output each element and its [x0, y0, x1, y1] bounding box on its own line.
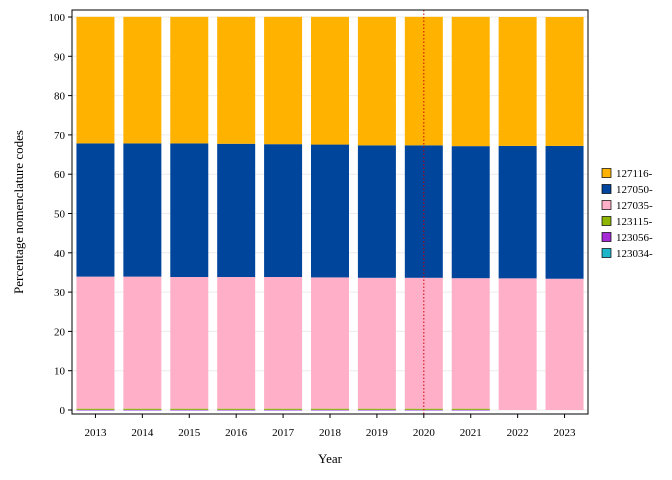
bar-segment [357, 408, 396, 410]
bar-segment [451, 146, 490, 279]
legend-swatch [601, 232, 612, 242]
y-tick-label: 60 [54, 169, 66, 181]
bar-segment [451, 408, 490, 410]
x-tick-label: 2016 [225, 427, 248, 439]
bar-segment [264, 16, 303, 145]
bar-segment [170, 408, 209, 410]
bar-segment [76, 16, 115, 144]
legend-swatch [601, 200, 612, 210]
x-tick-label: 2021 [460, 427, 482, 439]
bar-segment [311, 144, 349, 278]
bar-segment [264, 409, 303, 411]
x-tick-label: 2020 [413, 427, 436, 439]
bar-segment [123, 276, 162, 409]
y-tick-label: 90 [54, 51, 66, 63]
legend-swatch [601, 184, 612, 194]
bar-segment [123, 408, 162, 410]
legend-label: 127035- [616, 200, 653, 212]
bar-segment [170, 143, 209, 278]
bar-segment [217, 143, 256, 278]
bar-segment [545, 145, 584, 279]
bar-segment [170, 277, 209, 409]
y-axis: 0 10 20 30 40 50 60 70 80 90 100 [49, 12, 72, 417]
bar-segment [76, 409, 115, 411]
bar-segment [357, 145, 396, 278]
x-tick-label: 2022 [507, 427, 529, 439]
y-tick-label: 70 [54, 130, 66, 142]
x-axis: 2013 2014 2015 2016 2017 2018 2019 2020 2021 2022… [84, 414, 576, 439]
bar-segment [451, 16, 490, 147]
bar-segment [217, 16, 256, 144]
bar-segment [76, 408, 115, 410]
bar-segment [264, 408, 303, 410]
bars-layer [76, 16, 584, 411]
bar-segment [311, 16, 349, 145]
legend-swatch [601, 216, 612, 226]
bar-segment [498, 145, 537, 279]
bar-segment [170, 16, 209, 144]
y-tick-label: 20 [54, 326, 66, 338]
bar-segment [76, 276, 115, 409]
bar-segment [357, 409, 396, 411]
legend-label: 123034- [616, 248, 653, 260]
y-axis-title: Percentage nomenclature codes [11, 130, 26, 294]
bar-segment [76, 143, 115, 277]
bar-segment [311, 277, 349, 409]
legend-label: 127050- [616, 184, 653, 196]
x-tick-label: 2013 [84, 427, 107, 439]
legend-swatch [601, 168, 612, 178]
bar-segment [123, 409, 162, 411]
x-tick-label: 2019 [366, 427, 389, 439]
bar-segment [217, 277, 256, 409]
bar-segment [498, 17, 537, 146]
bar-segment [217, 408, 256, 410]
y-tick-label: 10 [54, 366, 66, 378]
bar-segment [451, 409, 490, 411]
bar-segment [217, 409, 256, 411]
x-axis-title: Year [318, 451, 343, 466]
bar-segment [545, 17, 584, 146]
legend: 127116- 127050- 127035- 123115- 123056- 12303… [601, 168, 653, 260]
x-tick-label: 2017 [272, 427, 295, 439]
bar-segment [264, 144, 303, 278]
legend-label: 127116- [616, 168, 653, 180]
bar-segment [545, 278, 584, 410]
legend-label: 123056- [616, 232, 653, 244]
y-tick-label: 40 [54, 248, 66, 260]
bar-segment [170, 409, 209, 411]
y-tick-label: 50 [54, 209, 66, 221]
x-tick-label: 2014 [131, 427, 154, 439]
bar-segment [357, 16, 396, 146]
bar-segment [451, 278, 490, 409]
y-tick-label: 30 [54, 287, 66, 299]
bar-segment [311, 408, 349, 410]
x-tick-label: 2015 [178, 427, 201, 439]
y-tick-label: 80 [54, 91, 66, 103]
bar-segment [123, 143, 162, 277]
legend-swatch [601, 248, 612, 258]
legend-label: 123115- [616, 216, 653, 228]
bar-segment [498, 278, 537, 410]
bar-segment [264, 277, 303, 409]
bar-segment [357, 277, 396, 409]
y-tick-label: 100 [49, 12, 66, 24]
x-tick-label: 2023 [554, 427, 577, 439]
bar-segment [311, 409, 349, 411]
x-tick-label: 2018 [319, 427, 342, 439]
y-tick-label: 0 [60, 405, 66, 417]
bar-segment [123, 16, 162, 144]
